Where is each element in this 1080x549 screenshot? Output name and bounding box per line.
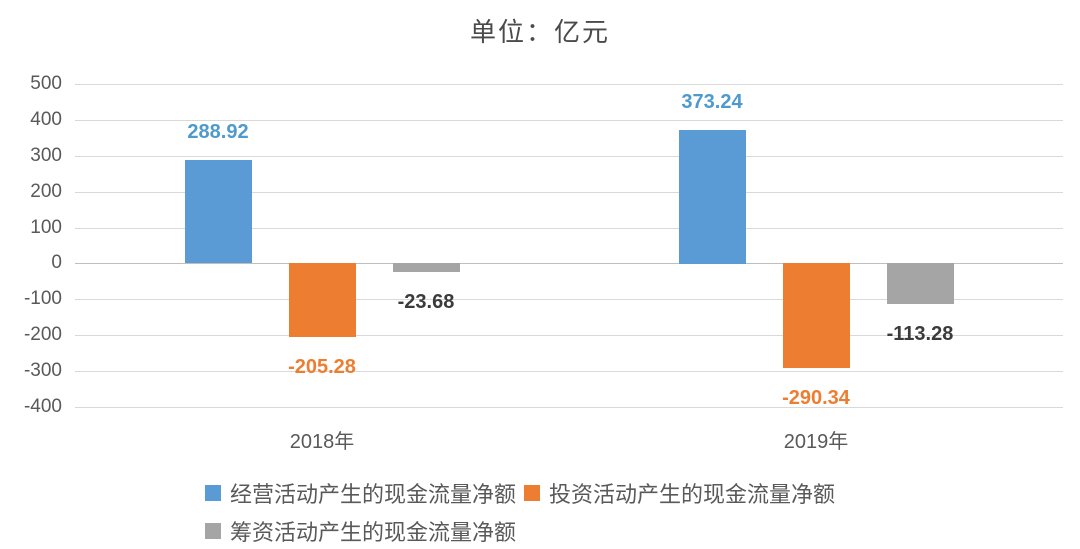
- bar-value-label: -113.28: [886, 323, 954, 346]
- y-axis-tick-label: -300: [23, 360, 62, 382]
- chart-title: 单位：亿元: [469, 17, 610, 47]
- y-axis-tick-label: -400: [23, 396, 62, 417]
- legend-label: 经营活动产生的现金流量净额: [230, 482, 517, 507]
- legend-row: 经营活动产生的现金流量净额 投资活动产生的现金流量净额: [205, 477, 843, 509]
- bar-value-label: -290.34: [782, 386, 850, 409]
- legend-item: 筹资活动产生的现金流量净额: [205, 515, 516, 547]
- legend-label: 筹资活动产生的现金流量净额: [230, 520, 517, 545]
- legend-item: 投资活动产生的现金流量净额: [524, 477, 835, 509]
- bar: [184, 159, 252, 264]
- y-axis-tick-label: -100: [23, 288, 62, 310]
- bar-value-label: 288.92: [187, 120, 249, 143]
- bar: [678, 129, 746, 264]
- y-gridline: [75, 227, 1063, 229]
- y-axis-tick-label: 100: [30, 216, 62, 238]
- legend-item: 经营活动产生的现金流量净额: [205, 477, 516, 509]
- bar: [782, 263, 850, 368]
- bar-value-label: -23.68: [397, 290, 455, 313]
- bar: [392, 263, 460, 272]
- y-gridline: [75, 335, 1063, 337]
- y-gridline: [75, 119, 1063, 121]
- y-axis-tick-label: 200: [30, 180, 62, 202]
- zero-gridline: [75, 263, 1063, 265]
- y-gridline: [75, 371, 1063, 373]
- y-axis-tick-label: 400: [30, 108, 62, 130]
- x-axis-category-label: 2018年: [289, 431, 355, 453]
- legend-row: 筹资活动产生的现金流量净额: [205, 515, 524, 547]
- bar: [886, 263, 954, 305]
- bar-value-label: -205.28: [288, 356, 356, 379]
- bar-value-label: 373.24: [681, 90, 743, 113]
- y-axis-tick-label: 0: [51, 252, 62, 274]
- y-gridline: [75, 299, 1063, 301]
- x-axis-category-label: 2019年: [783, 431, 849, 453]
- bar: [288, 263, 356, 338]
- legend-color-swatch-icon: [205, 485, 221, 501]
- y-gridline: [75, 407, 1063, 408]
- legend-color-swatch-icon: [524, 485, 541, 501]
- legend-color-swatch-icon: [205, 523, 221, 539]
- y-axis-tick-label: 300: [30, 144, 62, 166]
- y-gridline: [75, 191, 1063, 193]
- y-gridline: [75, 155, 1063, 157]
- y-axis-tick-label: 500: [30, 73, 62, 94]
- y-gridline: [75, 84, 1063, 85]
- legend-label: 投资活动产生的现金流量净额: [549, 482, 836, 507]
- y-axis-tick-label: -200: [23, 324, 62, 346]
